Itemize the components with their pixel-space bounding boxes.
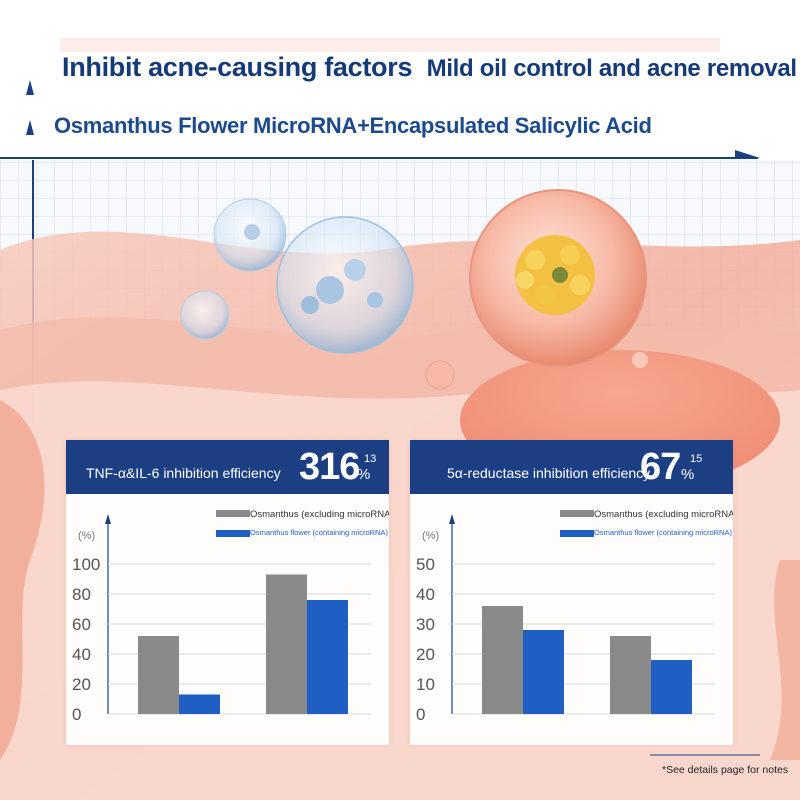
legend-swatch [560, 530, 594, 537]
bar [138, 636, 179, 714]
legend-label: Osmanthus (excluding microRNA) [250, 509, 389, 520]
legend-swatch [216, 510, 250, 517]
y-unit-label: (%) [78, 530, 95, 542]
banner-label: 5α-reductase inhibition efficiency [447, 465, 651, 481]
chart-panel-right: 5α-reductase inhibition efficiency 67 15… [410, 440, 733, 745]
footnote-rule [650, 754, 760, 756]
banner-percent: % [681, 466, 695, 483]
bar-chart-right: (%) 0 10 20 30 40 50 Osmanthus (excluding micro… [416, 509, 733, 724]
footnote: *See details page for notes [662, 764, 789, 776]
bar [651, 660, 692, 714]
bar-chart-left: (%) 0 20 40 60 80 100 Osmanthus (excluding micr… [72, 509, 389, 724]
y-tick-label: 100 [72, 555, 100, 574]
bar [523, 630, 564, 714]
bar [266, 574, 307, 714]
bar [307, 600, 348, 714]
chart-panel-left: TNF-α&IL-6 inhibition efficiency 316 13 … [66, 440, 389, 745]
y-tick-label: 50 [416, 555, 435, 574]
bar [482, 606, 523, 714]
legend-swatch [560, 510, 594, 517]
panel-banner: TNF-α&IL-6 inhibition efficiency 316 13 … [66, 440, 389, 494]
bar [179, 694, 220, 714]
banner-note-ref: 15 [690, 453, 703, 465]
banner-label: TNF-α&IL-6 inhibition efficiency [86, 465, 281, 481]
y-axis-arrow [449, 514, 455, 524]
y-tick-label: 10 [416, 675, 435, 694]
y-tick-label: 0 [72, 705, 81, 724]
legend-label: Osmanthus (excluding microRNA) [594, 509, 733, 520]
y-tick-label: 30 [416, 615, 435, 634]
banner-note-ref: 13 [364, 453, 377, 465]
banner-percent: % [357, 466, 371, 483]
header-line: Inhibit acne-causing factors Mild oil co… [62, 52, 797, 83]
ingredients-line: Osmanthus Flower MicroRNA+Encapsulated S… [54, 113, 652, 138]
page-title: Inhibit acne-causing factors [62, 52, 413, 82]
banner-big-number: 316 [299, 446, 360, 488]
panel-banner: 5α-reductase inhibition efficiency 67 15… [410, 440, 733, 494]
y-tick-label: 20 [72, 675, 91, 694]
legend-label: Osmanthus flower (containing microRNA) [594, 528, 732, 537]
bar [610, 636, 651, 714]
y-tick-label: 20 [416, 645, 435, 664]
legend-swatch [216, 530, 250, 537]
y-tick-label: 40 [72, 645, 91, 664]
y-tick-label: 60 [72, 615, 91, 634]
legend-label: Osmanthus flower (containing microRNA) [250, 528, 388, 537]
y-unit-label: (%) [422, 530, 439, 542]
banner-big-number: 67 [640, 446, 681, 488]
y-axis-arrow [105, 514, 111, 524]
y-tick-label: 40 [416, 585, 435, 604]
y-tick-label: 80 [72, 585, 91, 604]
page-subtitle: Mild oil control and acne removal [426, 55, 797, 82]
y-tick-label: 0 [416, 705, 425, 724]
